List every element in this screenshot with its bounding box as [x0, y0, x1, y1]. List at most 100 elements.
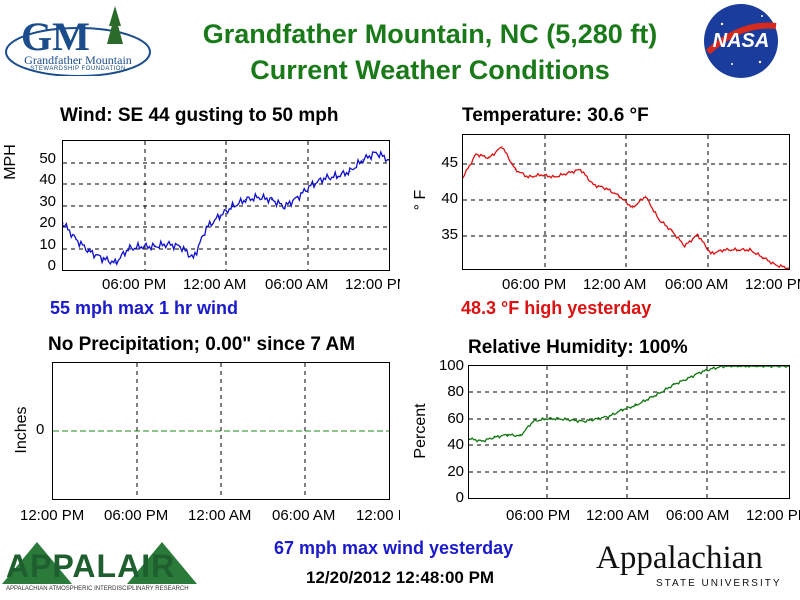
- gm-logo: GM Grandfather Mountain STEWARDSHIP FOUN…: [3, 4, 153, 76]
- wind-point: [258, 196, 260, 198]
- humidity-yticks: 100 80 60 40 20 0: [430, 357, 468, 506]
- wind-point: [127, 248, 129, 250]
- wind-xtick: 12:00 PM: [345, 276, 400, 293]
- temperature-yticks: 45 40 35: [430, 134, 462, 274]
- humidity-point: [762, 366, 764, 367]
- precip-title: No Precipitation; 0.00" since 7 AM: [48, 334, 356, 355]
- appalair-logo-text: APPALAIR: [6, 548, 176, 584]
- wind-point: [88, 250, 90, 252]
- temperature-line: [463, 146, 789, 269]
- appstate-logo-subtext: STATE UNIVERSITY: [656, 578, 782, 589]
- temperature-point: [697, 233, 699, 236]
- page-subtitle: Current Weather Conditions: [250, 55, 610, 85]
- temperature-point: [501, 145, 503, 148]
- wind-point: [192, 257, 194, 259]
- humidity-point: [609, 415, 611, 417]
- wind-point: [336, 175, 338, 177]
- wind-plot: [62, 140, 390, 271]
- temperature-xtick: 12:00 PM: [745, 276, 800, 293]
- humidity-point: [660, 391, 662, 393]
- humidity-xtick: 12:00 AM: [586, 507, 650, 524]
- appalair-logo-graphic: [2, 542, 197, 584]
- temperature-point: [658, 218, 660, 220]
- temperature-chart: [463, 135, 789, 269]
- humidity-point: [711, 368, 713, 370]
- temperature-point: [475, 153, 477, 155]
- wind-point: [101, 257, 103, 259]
- temperature-point: [527, 176, 529, 178]
- wind-point: [140, 245, 142, 248]
- wind-xtick: 12:00 AM: [183, 276, 247, 293]
- wind-point: [231, 206, 234, 208]
- nasa-logo-graphic: [704, 4, 778, 78]
- wind-point: [297, 196, 299, 198]
- temperature-point: [762, 256, 764, 259]
- humidity-point: [788, 366, 789, 367]
- humidity-point: [570, 419, 572, 421]
- wind-ytick: 20: [39, 214, 56, 231]
- humidity-ylabel: Percent: [412, 403, 429, 459]
- temperature-point: [723, 249, 725, 251]
- humidity-plot: [468, 365, 790, 499]
- temperature-point: [644, 195, 647, 197]
- wind-point: [284, 206, 286, 208]
- wind-point: [166, 243, 168, 245]
- precip-xtick: 12:00 PM: [356, 507, 400, 524]
- humidity-point: [634, 405, 636, 407]
- wind-point: [362, 159, 364, 161]
- wind-yticks: 50 40 30 20 10 0: [30, 140, 60, 274]
- temperature-xtick: 06:00 AM: [665, 276, 729, 293]
- humidity-chart: [469, 366, 789, 498]
- humidity-xtick: 06:00 PM: [506, 507, 571, 524]
- temperature-point: [566, 172, 568, 174]
- precip-xtick: 06:00 AM: [272, 507, 336, 524]
- temperature-point: [553, 176, 555, 178]
- precip-xtick: 12:00 AM: [188, 507, 252, 524]
- temperature-xtick: 12:00 AM: [583, 276, 647, 293]
- humidity-point: [673, 383, 675, 386]
- wind-yesterday-note: 67 mph max wind yesterday: [274, 538, 514, 558]
- humidity-ytick: 0: [455, 489, 464, 506]
- wind-point: [179, 245, 181, 248]
- nasa-logo: NASA: [702, 2, 780, 80]
- temperature-point: [775, 264, 777, 266]
- temperature-title: Temperature: 30.6 °F: [462, 105, 649, 126]
- humidity-point: [686, 378, 688, 380]
- wind-xtick: 06:00 PM: [102, 276, 167, 293]
- appalair-logo-subtext: APPALACHIAN ATMOSPHERIC INTERDISCIPLINAR…: [6, 586, 189, 592]
- temperature-point: [514, 168, 516, 171]
- temperature-point: [788, 267, 789, 269]
- humidity-point: [698, 372, 700, 374]
- wind-ytick: 0: [47, 257, 56, 274]
- temperature-point: [488, 157, 490, 159]
- temperature-point: [540, 174, 542, 176]
- wind-point: [349, 170, 351, 173]
- wind-max-note: 55 mph max 1 hr wind: [50, 298, 239, 318]
- humidity-point: [558, 418, 560, 420]
- humidity-xticks: 06:00 PM 12:00 AM 06:00 AM 12:00 PM: [468, 507, 800, 527]
- humidity-point: [583, 420, 585, 423]
- humidity-point: [750, 366, 752, 367]
- temperature-plot: [462, 134, 790, 270]
- temperature-point: [631, 207, 634, 209]
- appstate-logo-text: Appalachian: [596, 540, 763, 576]
- wind-point: [375, 152, 377, 154]
- temperature-point: [605, 188, 608, 190]
- wind-point: [63, 222, 64, 224]
- wind-ytick: 10: [39, 236, 56, 253]
- wind-point: [271, 199, 273, 201]
- humidity-point: [545, 418, 547, 420]
- wind-point: [388, 159, 389, 161]
- humidity-point: [737, 366, 739, 367]
- svg-text:GM: GM: [21, 14, 90, 59]
- humidity-point: [775, 366, 777, 367]
- wind-point: [218, 215, 221, 217]
- wind-point: [244, 199, 247, 201]
- appalair-logo: APPALAIR APPALACHIAN ATMOSPHERIC INTERDI…: [2, 534, 242, 596]
- wind-ytick: 50: [39, 150, 56, 167]
- temperature-ytick: 40: [441, 190, 458, 207]
- timestamp: 12/20/2012 12:48:00 PM: [306, 568, 495, 587]
- humidity-point: [481, 440, 483, 442]
- humidity-point: [622, 408, 624, 411]
- nasa-logo-text: NASA: [712, 30, 770, 52]
